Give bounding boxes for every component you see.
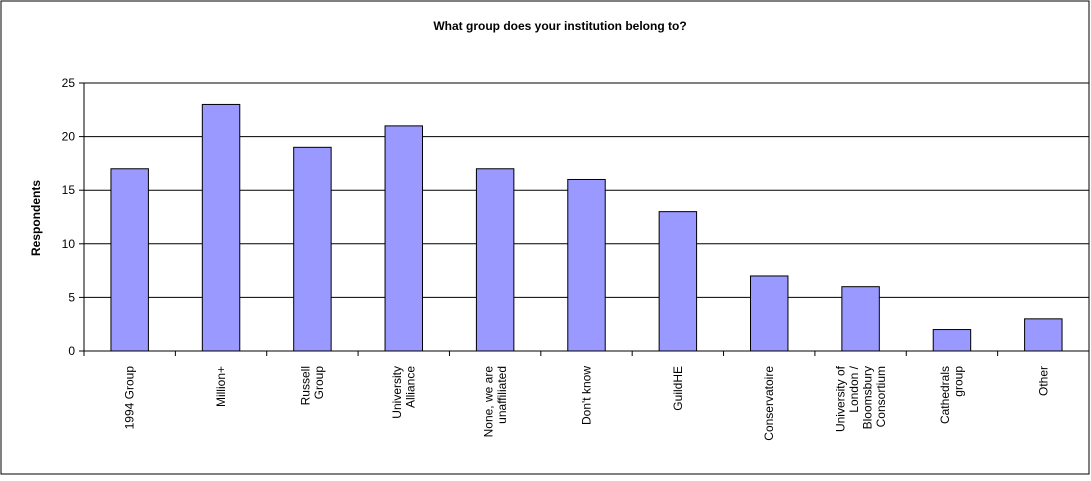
y-axis-label: Respondents (29, 180, 43, 256)
bar (932, 329, 972, 352)
x-tick-label: Other (1036, 366, 1050, 396)
x-tick-label: Million+ (214, 366, 228, 407)
x-tick-labels: 1994 Group Million+ RussellGroup University… (123, 365, 1051, 440)
x-tick-label: Don't know (580, 366, 594, 425)
bar (658, 211, 698, 352)
x-tick-label: UniversityAlliance (390, 366, 418, 419)
x-tick-label: GuildHE (671, 366, 685, 411)
y-tick-label: 0 (68, 344, 75, 358)
bar (201, 103, 241, 352)
y-tick-label: 15 (62, 183, 76, 197)
x-tick-label-line: unaffiliated (495, 366, 509, 424)
y-tick-label: 5 (68, 290, 75, 304)
x-tick-label-line: London / (847, 365, 861, 412)
y-tick-label: 20 (62, 130, 76, 144)
y-tick-label: 10 (62, 237, 76, 251)
x-tick-label-line: None, we are (481, 366, 495, 438)
x-tick-label-line: Conservatoire (762, 366, 776, 441)
x-tick-label-line: 1994 Group (123, 366, 137, 430)
bar (1024, 318, 1063, 352)
x-tick-label: 1994 Group (123, 366, 137, 430)
x-tick-label-line: Cathedrals (938, 366, 952, 424)
x-tick-label-line: University (390, 366, 404, 419)
bar (384, 125, 424, 352)
x-tick-label: Cathedralsgroup (938, 366, 966, 424)
bar (293, 146, 332, 352)
bar (475, 168, 515, 352)
x-tick-label: RussellGroup (299, 366, 327, 406)
x-tick-label-line: GuildHE (671, 366, 685, 411)
x-tick-label-line: Consortium (874, 366, 888, 427)
x-tick-label-line: University of (833, 365, 847, 432)
y-tick-label: 25 (62, 76, 76, 90)
bar (567, 178, 606, 352)
x-tick-label-line: Group (312, 366, 326, 400)
y-tick-labels: 0 5 10 15 20 25 (62, 76, 76, 358)
bar (841, 286, 880, 352)
x-tick-label-line: Bloomsbury (860, 366, 874, 429)
x-tick-label-line: Russell (299, 366, 313, 405)
bar (110, 168, 149, 352)
x-tick-label-line: Million+ (214, 366, 228, 407)
x-tick-label: Conservatoire (762, 366, 776, 441)
x-tick-label-line: Don't know (580, 366, 594, 425)
bars (110, 103, 1063, 352)
x-tick-label: University ofLondon /BloomsburyConsortiu… (833, 365, 888, 432)
x-tick-label-line: Other (1036, 366, 1050, 396)
bar (749, 275, 789, 352)
chart-title: What group does your institution belong … (433, 19, 686, 33)
axes (79, 82, 1090, 356)
x-tick-label: None, we areunaffiliated (481, 366, 509, 438)
x-tick-label-line: Alliance (404, 366, 418, 408)
x-tick-label-line: group (952, 366, 966, 397)
